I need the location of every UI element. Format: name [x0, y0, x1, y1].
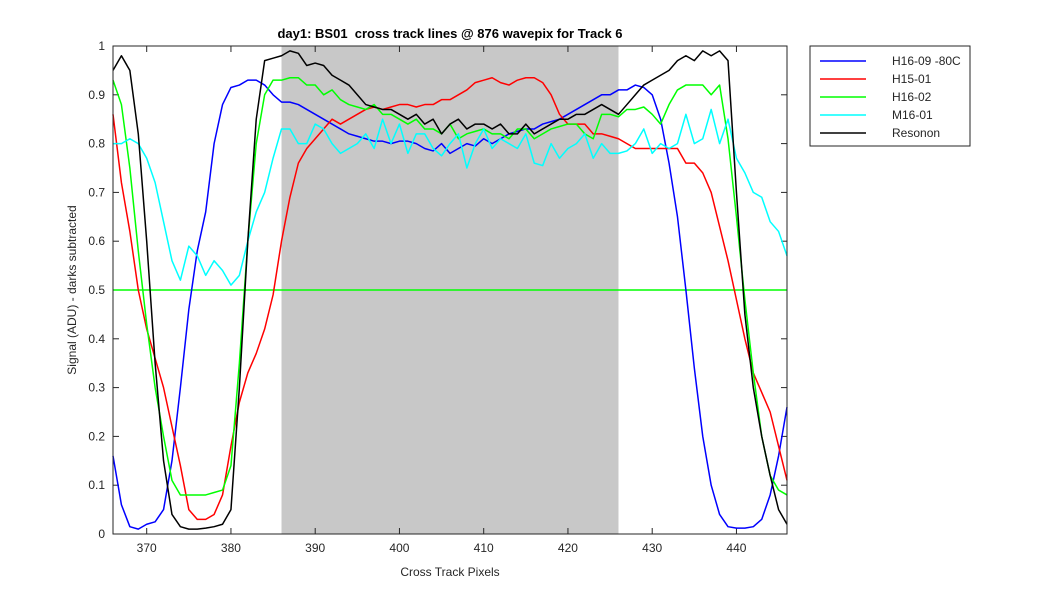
legend-box	[809, 45, 971, 147]
x-tick-label: 390	[305, 541, 325, 555]
series-line	[112, 76, 788, 521]
y-tick-label: 0.5	[88, 283, 105, 297]
x-tick-label: 370	[137, 541, 157, 555]
axes-box	[112, 45, 788, 535]
y-tick-label: 1	[98, 39, 105, 53]
y-tick-label: 0.1	[88, 478, 105, 492]
x-tick-label: 430	[642, 541, 662, 555]
y-tick-label: 0.3	[88, 381, 105, 395]
y-tick-label: 0	[98, 527, 105, 541]
legend-label: Resonon	[892, 126, 940, 140]
x-axis-label: Cross Track Pixels	[400, 565, 499, 579]
y-tick-label: 0.4	[88, 332, 105, 346]
x-tick-label: 420	[558, 541, 578, 555]
y-axis-label: Signal (ADU) - darks subtracted	[65, 205, 79, 374]
x-tick-label: 400	[389, 541, 409, 555]
chart-title: day1: BS01 cross track lines @ 876 wavep…	[277, 26, 622, 41]
legend-label: H16-09 -80C	[892, 54, 961, 68]
series-line	[112, 79, 788, 530]
x-tick-label: 380	[221, 541, 241, 555]
legend-label: H15-01	[892, 72, 932, 86]
y-tick-label: 0.7	[88, 185, 105, 199]
y-tick-label: 0.9	[88, 88, 105, 102]
y-tick-label: 0.6	[88, 234, 105, 248]
y-tick-label: 0.8	[88, 137, 105, 151]
legend-label: M16-01	[892, 108, 933, 122]
x-tick-label: 410	[474, 541, 494, 555]
series-line	[113, 108, 788, 286]
plot-layer	[112, 45, 788, 535]
legend-label: H16-02	[892, 90, 932, 104]
y-tick-label: 0.2	[88, 429, 105, 443]
series-line	[112, 50, 788, 530]
x-tick-label: 440	[726, 541, 746, 555]
